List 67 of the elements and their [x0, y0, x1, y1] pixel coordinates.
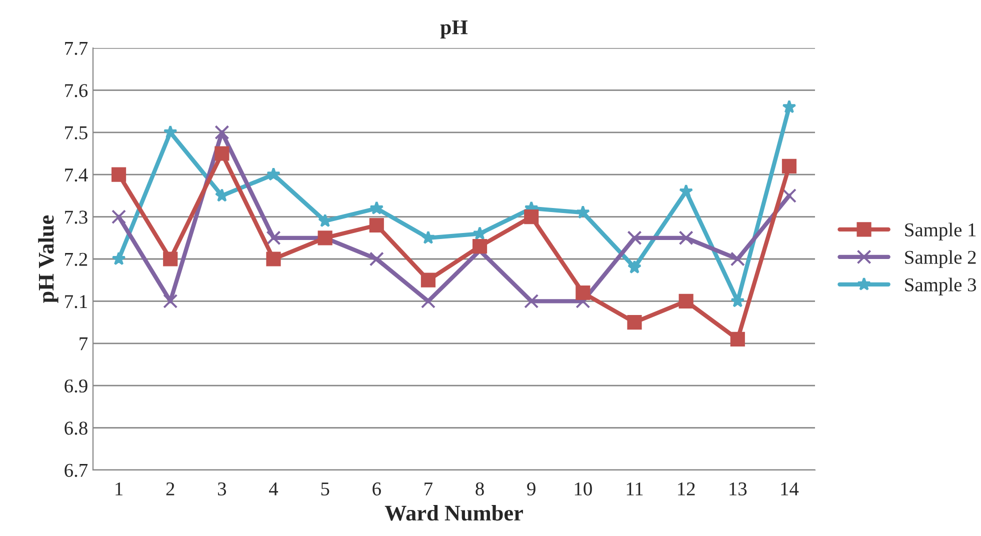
point — [163, 294, 178, 308]
y-tick-label: 7.4 — [65, 168, 88, 182]
point — [782, 188, 797, 203]
x-tick-label: 11 — [626, 482, 643, 496]
x-tick-label: 14 — [781, 482, 799, 496]
point — [370, 201, 384, 214]
y-tick-label: 6.7 — [64, 464, 88, 478]
x-tick-label: 9 — [527, 482, 536, 496]
legend-label: Sample 1 — [905, 222, 976, 240]
y-tick-label: 6.9 — [64, 379, 88, 393]
y-tick-label: 7.6 — [65, 84, 88, 98]
point — [472, 226, 487, 240]
y-tick-label: 7.3 — [65, 210, 88, 224]
point — [576, 285, 590, 300]
x-tick-label: 8 — [476, 482, 484, 496]
y-tick-label: 6.8 — [64, 422, 88, 435]
point — [163, 252, 178, 266]
point — [678, 230, 694, 246]
point — [369, 218, 384, 233]
x-tick-label: 3 — [218, 482, 226, 496]
y-axis-title: pH Value — [38, 215, 58, 303]
point — [214, 125, 230, 140]
point — [111, 167, 126, 182]
y-tick-label: 7.1 — [65, 295, 87, 308]
point — [730, 252, 745, 266]
x-tick-label: 10 — [574, 482, 592, 496]
x-tick-label: 13 — [730, 482, 747, 496]
point — [679, 184, 694, 198]
point — [472, 239, 488, 254]
point — [266, 252, 281, 266]
chart-title: pH — [440, 20, 468, 39]
point — [627, 230, 642, 246]
x-tick-label: 5 — [321, 482, 330, 496]
point — [524, 210, 539, 224]
point — [369, 252, 384, 266]
x-tick-label: 1 — [116, 482, 122, 496]
y-tick-label: 7 — [80, 337, 88, 350]
y-tick-label: 7.7 — [65, 42, 88, 56]
point — [576, 205, 590, 219]
point — [420, 272, 436, 288]
y-tick-label: 7.5 — [65, 126, 88, 140]
y-tick-label: 7.2 — [65, 252, 88, 266]
point — [420, 294, 436, 308]
point — [782, 100, 796, 114]
point — [524, 294, 539, 308]
x-tick-label: 12 — [678, 482, 695, 496]
point — [678, 294, 694, 308]
point — [214, 146, 230, 161]
x-tick-label: 7 — [424, 482, 433, 496]
point — [421, 230, 436, 244]
point — [111, 210, 126, 224]
x-tick-label: 6 — [372, 482, 381, 496]
point — [163, 125, 178, 138]
legend-label: Sample 3 — [905, 278, 976, 296]
x-tick-label: 4 — [269, 482, 278, 496]
legend-label: Sample 2 — [905, 250, 976, 268]
point — [266, 230, 281, 246]
point — [730, 332, 745, 346]
point — [214, 188, 229, 202]
point — [266, 167, 280, 181]
x-tick-label: 2 — [166, 482, 174, 496]
point — [782, 158, 797, 174]
point — [628, 260, 642, 274]
point — [112, 252, 126, 266]
point — [730, 294, 745, 308]
point — [627, 315, 642, 330]
x-axis-title: Ward Number — [384, 504, 523, 521]
